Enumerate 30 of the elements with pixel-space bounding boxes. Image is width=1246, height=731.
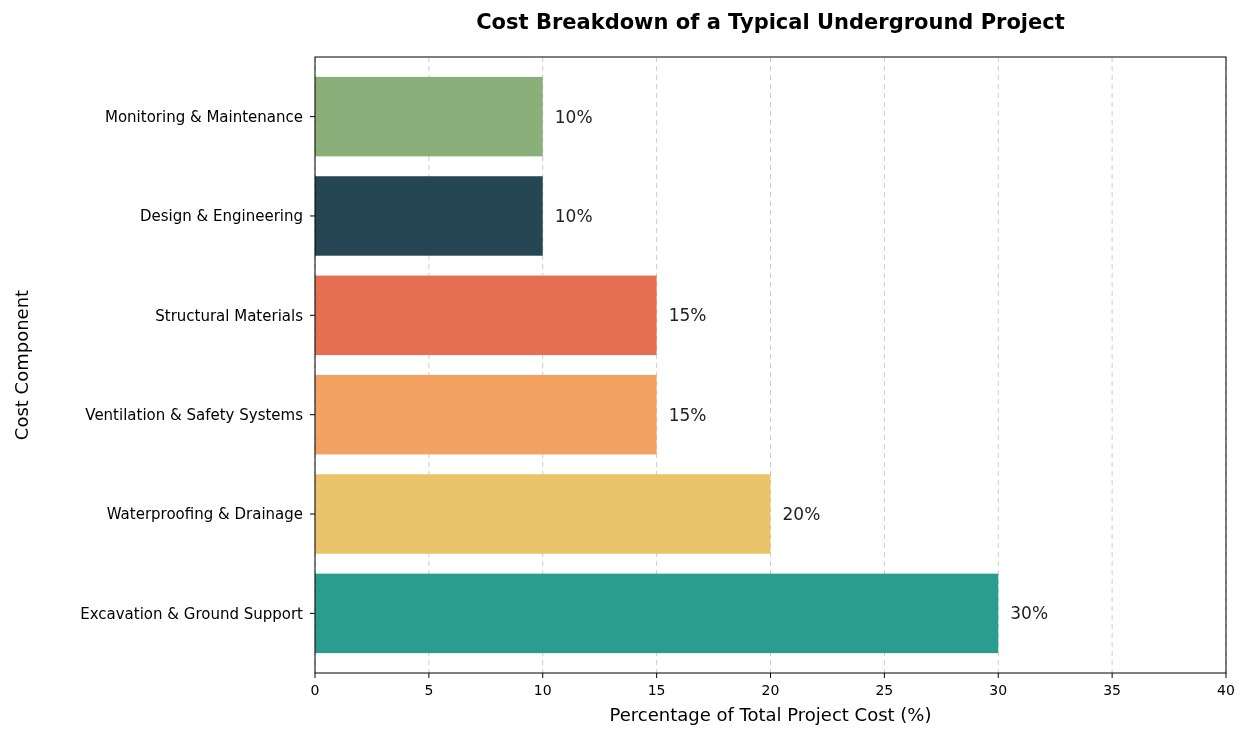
x-tick-label: 10	[533, 682, 552, 698]
x-tick-label: 25	[875, 682, 894, 698]
bar	[315, 374, 657, 455]
bar	[315, 176, 543, 256]
y-axis-title: Cost Component	[11, 289, 32, 441]
data-label: 15%	[668, 305, 707, 326]
y-tick-label: Monitoring & Maintenance	[104, 107, 303, 126]
y-tick-label: Waterproofing & Drainage	[106, 505, 303, 524]
x-tick-label: 20	[761, 682, 780, 698]
bar	[315, 275, 657, 356]
x-tick-label: 0	[310, 682, 320, 698]
data-label: 30%	[1010, 603, 1049, 624]
chart-title: Cost Breakdown of a Typical Underground Project	[476, 10, 1065, 34]
x-tick-label: 5	[424, 682, 434, 698]
x-axis-title: Percentage of Total Project Cost (%)	[609, 704, 932, 725]
x-tick-label: 30	[989, 682, 1008, 698]
x-tick-label: 15	[647, 682, 666, 698]
x-tick-label: 40	[1217, 682, 1235, 698]
bar	[315, 474, 771, 554]
data-label: 10%	[554, 205, 593, 226]
bar	[315, 573, 999, 654]
y-tick-label: Ventilation & Safety Systems	[85, 405, 304, 424]
x-tick-label: 35	[1103, 682, 1122, 698]
y-tick-label: Structural Materials	[155, 306, 304, 325]
bar	[315, 76, 543, 157]
data-label: 20%	[782, 503, 821, 524]
data-label: 15%	[668, 404, 707, 425]
y-tick-label: Excavation & Ground Support	[80, 604, 304, 623]
data-label: 10%	[554, 106, 593, 127]
y-tick-label: Design & Engineering	[139, 207, 303, 226]
